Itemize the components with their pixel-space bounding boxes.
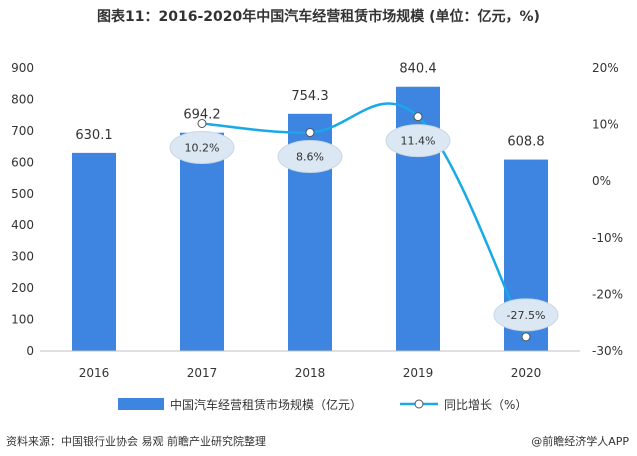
bar-value-label: 694.2: [183, 108, 220, 123]
growth-point: [305, 128, 315, 138]
y-right-tick-label: -20%: [592, 287, 623, 301]
source-note: 资料来源：中国银行业协会 易观 前瞻产业研究院整理: [6, 435, 266, 448]
x-tick-label: 2020: [511, 366, 542, 380]
y-right-tick-label: 10%: [592, 118, 619, 132]
brand-watermark: @前瞻经济学人APP: [531, 435, 629, 448]
y-right-tick-label: 0%: [592, 174, 611, 188]
growth-value-label: 8.6%: [296, 151, 324, 164]
y-left-tick-label: 100: [11, 313, 34, 327]
bar-value-label: 630.1: [75, 128, 112, 143]
bar: [72, 152, 116, 351]
legend-line-label: 同比增长（%）: [444, 398, 527, 412]
x-tick-label: 2018: [295, 366, 326, 380]
x-tick-label: 2016: [79, 366, 110, 380]
growth-label-bubble: [385, 124, 451, 158]
legend-bar-label: 中国汽车经营租赁市场规模（亿元）: [170, 397, 362, 412]
y-left-tick-label: 900: [11, 61, 34, 75]
growth-label-bubble: [169, 130, 235, 164]
y-left-tick-label: 600: [11, 155, 34, 169]
growth-value-label: -27.5%: [507, 309, 546, 322]
growth-point: [521, 332, 531, 342]
chart-title: 图表11：2016-2020年中国汽车经营租赁市场规模 (单位：亿元，%): [97, 9, 540, 25]
y-left-tick-label: 500: [11, 187, 34, 201]
growth-line: [201, 102, 528, 338]
bar-value-label: 840.4: [399, 62, 436, 77]
bar-value-label: 754.3: [291, 89, 328, 104]
bar: [180, 132, 224, 351]
y-left-tick-label: 200: [11, 281, 34, 295]
y-right-tick-label: 20%: [592, 61, 619, 75]
y-left-tick-label: 700: [11, 124, 34, 138]
y-left-tick-label: 400: [11, 218, 34, 232]
growth-point: [413, 112, 423, 122]
growth-value-label: 11.4%: [401, 135, 436, 148]
growth-label-bubble: [493, 298, 559, 332]
growth-value-label: 10.2%: [185, 141, 220, 154]
growth-label-bubble: [277, 140, 343, 174]
growth-point: [197, 118, 207, 128]
x-tick-label: 2019: [403, 366, 434, 380]
y-right-tick-label: -10%: [592, 231, 623, 245]
bar-value-label: 608.8: [507, 135, 544, 150]
legend-bar-swatch: [118, 398, 164, 410]
y-left-tick-label: 0: [26, 344, 34, 358]
y-left-tick-label: 800: [11, 92, 34, 106]
y-left-tick-label: 300: [11, 250, 34, 264]
x-tick-label: 2017: [187, 366, 218, 380]
legend-line-marker: [414, 399, 424, 409]
y-right-tick-label: -30%: [592, 344, 623, 358]
